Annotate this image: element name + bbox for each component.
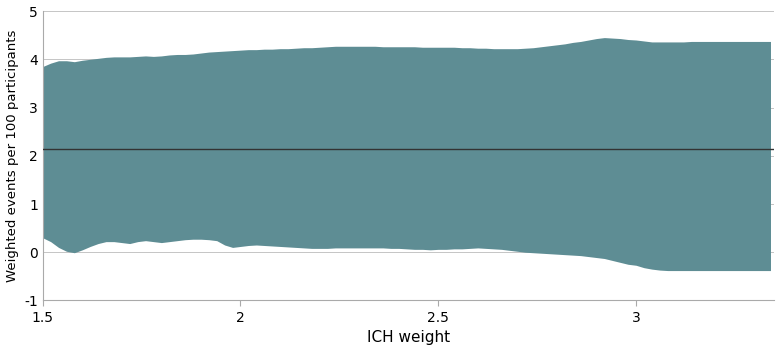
Y-axis label: Weighted events per 100 participants: Weighted events per 100 participants	[5, 29, 19, 282]
X-axis label: ICH weight: ICH weight	[367, 330, 450, 345]
